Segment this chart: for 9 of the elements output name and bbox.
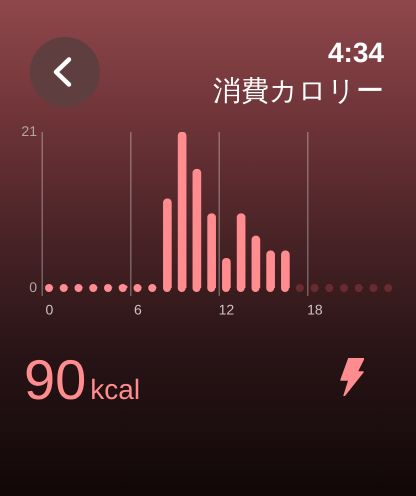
chart-title: 消費カロリー — [213, 74, 384, 108]
x-tick-label: 12 — [218, 301, 234, 318]
x-tick-label: 6 — [134, 301, 142, 318]
text: 4:34 — [328, 37, 384, 69]
y-tick-label: 21 — [21, 122, 38, 139]
text: kcal — [90, 374, 140, 405]
x-tick-label: 18 — [307, 301, 323, 318]
x-tick-label: 0 — [45, 301, 54, 318]
text: 90 — [24, 348, 86, 411]
